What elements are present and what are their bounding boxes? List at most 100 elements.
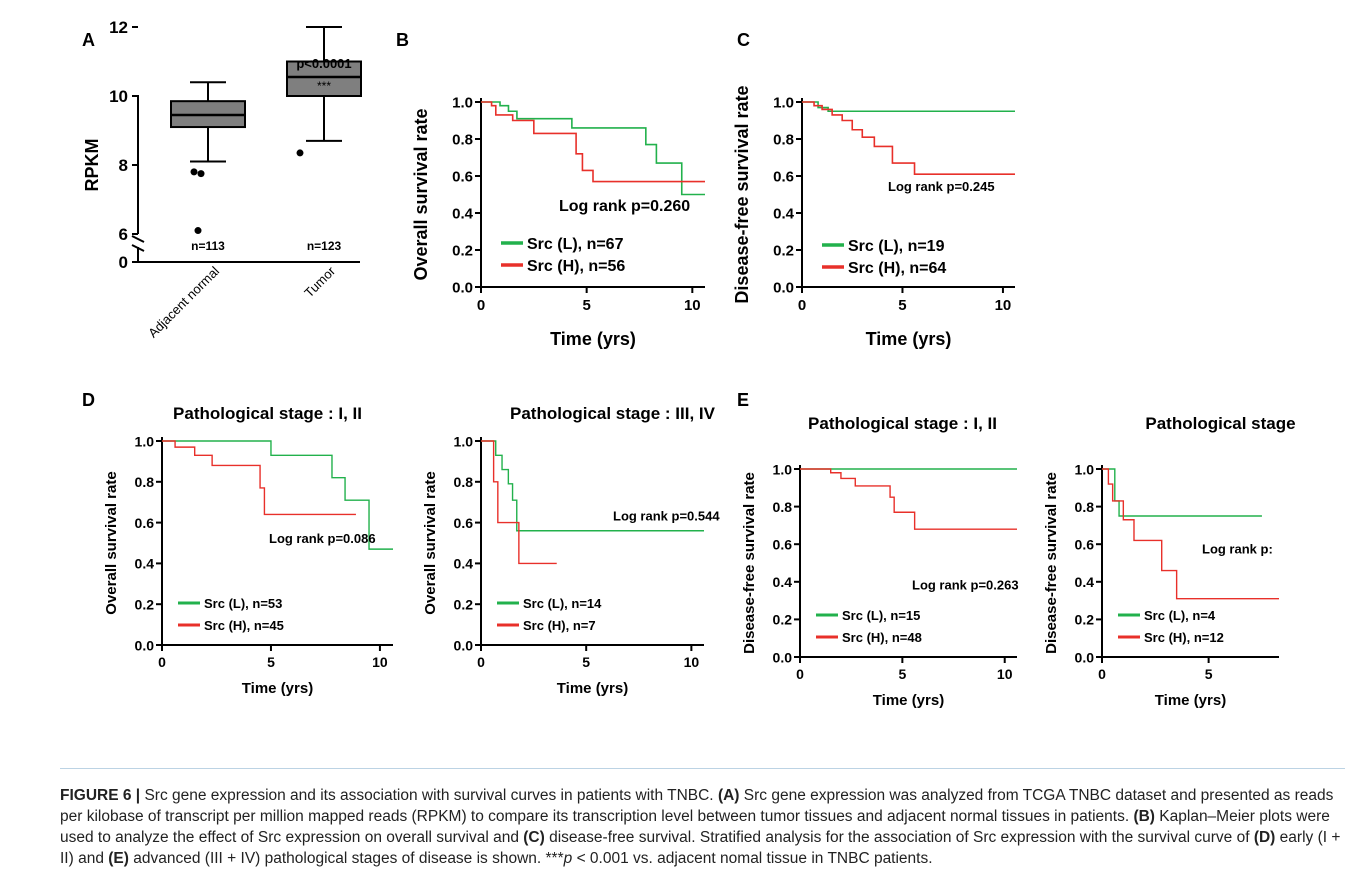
km-series-line-low [1102, 468, 1262, 517]
km-y-tick-label: 0.8 [773, 132, 794, 149]
km-x-tick-label: 0 [1098, 666, 1106, 682]
a-y-tick-label: 6 [119, 225, 128, 244]
km-x-tick-label: 0 [158, 654, 166, 670]
km-y-tick-label: 0.0 [452, 280, 473, 297]
km-x-label: Time (yrs) [1155, 692, 1226, 709]
panel-letter-d: D [82, 390, 95, 410]
km-y-tick-label: 0.0 [135, 637, 155, 653]
a-y-label: RPKM [82, 139, 102, 192]
km-x-tick-label: 0 [796, 666, 804, 682]
km-y-label: Overall survival rate [103, 471, 120, 614]
km-y-tick-label: 0.8 [135, 474, 155, 490]
km-y-tick-label: 0.8 [1075, 499, 1095, 515]
km-logrank-label: Log rank p=0.260 [559, 198, 690, 215]
km-y-label: Disease-free survival rate [741, 472, 758, 654]
km-y-tick-label: 1.0 [773, 461, 793, 477]
km-x-tick-label: 10 [997, 666, 1013, 682]
km-x-tick-label: 10 [372, 654, 388, 670]
km-title: Pathological stage : I, II [173, 404, 362, 423]
caption-tag-e: (E) [108, 850, 129, 867]
km-series-line-low [162, 440, 393, 550]
km-x-label: Time (yrs) [550, 329, 636, 349]
km-y-tick-label: 0.0 [454, 637, 474, 653]
panel-letter-a: A [82, 30, 95, 50]
km-logrank-label: Log rank p: [1202, 542, 1273, 557]
km-series-line-low [481, 101, 705, 196]
km-legend-label: Src (L), n=4 [1144, 608, 1216, 623]
km-y-tick-label: 0.2 [773, 243, 794, 260]
km-legend-label: Src (H), n=56 [527, 258, 625, 275]
km-series-line-high [800, 468, 1017, 530]
a-stars-annotation: *** [317, 79, 331, 93]
km-series-line-high [481, 101, 705, 183]
panel-letter-e: E [737, 390, 749, 410]
km-title: Pathological stage : I, II [808, 414, 997, 433]
km-legend-label: Src (L), n=15 [842, 608, 920, 623]
a-outlier [194, 227, 202, 235]
caption-tag-a: (A) [717, 787, 740, 804]
km-x-label: Time (yrs) [242, 680, 313, 697]
a-category-label: Tumor [301, 263, 338, 300]
km-y-tick-label: 0.2 [135, 597, 155, 613]
km-x-tick-label: 10 [684, 654, 700, 670]
a-box [286, 60, 362, 97]
km-x-tick-label: 5 [898, 297, 906, 314]
caption-figure-label: FIGURE 6 | [60, 787, 141, 804]
a-y-tick-label: 12 [109, 18, 128, 37]
km-series-line-high [162, 440, 356, 516]
km-y-tick-label: 0.2 [452, 243, 473, 260]
km-x-tick-label: 10 [995, 297, 1012, 314]
km-title: Pathological stage : III, IV [510, 404, 716, 423]
a-axis-break [131, 235, 145, 243]
km-y-tick-label: 1.0 [135, 433, 155, 449]
km-y-tick-label: 0.0 [773, 280, 794, 297]
km-y-tick-label: 0.0 [1075, 649, 1095, 665]
km-y-label: Overall survival rate [411, 108, 431, 280]
km-x-label: Time (yrs) [557, 680, 628, 697]
caption-text-e: advanced (III + IV) pathological stages … [133, 850, 564, 867]
km-logrank-label: Log rank p=0.544 [613, 509, 720, 524]
km-y-tick-label: 0.4 [1075, 574, 1095, 590]
caption-text-c: disease-free survival. Stratified analys… [549, 829, 1250, 846]
km-x-tick-label: 0 [477, 654, 485, 670]
a-n-label: n=113 [191, 239, 225, 253]
panel-letter-c: C [737, 30, 750, 50]
km-y-tick-label: 1.0 [452, 95, 473, 112]
km-series-line-high [802, 101, 1015, 175]
km-y-label: Disease-free survival rate [732, 85, 752, 303]
km-y-tick-label: 0.4 [773, 206, 795, 223]
km-y-tick-label: 0.6 [1075, 537, 1095, 553]
a-p-annotation: p<0.0001 [296, 56, 351, 71]
km-y-tick-label: 0.6 [135, 515, 155, 531]
km-y-tick-label: 0.4 [773, 574, 793, 590]
a-y-tick-label: 0 [119, 253, 128, 272]
a-y-tick-label: 10 [109, 87, 128, 106]
km-legend-label: Src (L), n=53 [204, 596, 282, 611]
km-y-tick-label: 0.4 [454, 556, 474, 572]
caption-text-a: Src gene expression was analyzed from TC… [60, 787, 1334, 825]
caption-tail: < 0.001 vs. adjacent nomal tissue in TNB… [576, 850, 933, 867]
km-series-line-low [802, 101, 1015, 113]
a-outlier [190, 168, 198, 176]
km-y-label: Disease-free survival rate [1043, 472, 1060, 654]
km-logrank-label: Log rank p=0.086 [269, 531, 376, 546]
caption-text-b: Kaplan–Meier plots were used to analyze … [60, 808, 1330, 846]
caption-tag-c: (C) [523, 829, 545, 846]
km-y-tick-label: 0.6 [773, 169, 794, 186]
km-y-tick-label: 0.4 [452, 206, 474, 223]
figure-canvas: A B C D E 0 6 8 10 12 RPKM n=113 Adjacent normal n=12… [82, 18, 1296, 709]
figure-caption: FIGURE 6 | Src gene expression and its a… [60, 768, 1345, 869]
caption-tag-d: (D) [1253, 829, 1276, 846]
km-x-label: Time (yrs) [873, 692, 944, 709]
km-legend-label: Src (L), n=19 [848, 238, 945, 255]
km-x-label: Time (yrs) [866, 329, 952, 349]
km-y-tick-label: 0.0 [773, 649, 793, 665]
a-y-tick-label: 8 [119, 156, 128, 175]
km-x-tick-label: 0 [477, 297, 485, 314]
a-outlier [296, 149, 304, 157]
km-legend-label: Src (L), n=14 [523, 596, 602, 611]
km-y-tick-label: 0.6 [452, 169, 473, 186]
km-x-tick-label: 5 [1205, 666, 1213, 682]
a-category-label: Adjacent normal [145, 263, 222, 340]
caption-intro: Src gene expression and its association … [144, 787, 714, 804]
